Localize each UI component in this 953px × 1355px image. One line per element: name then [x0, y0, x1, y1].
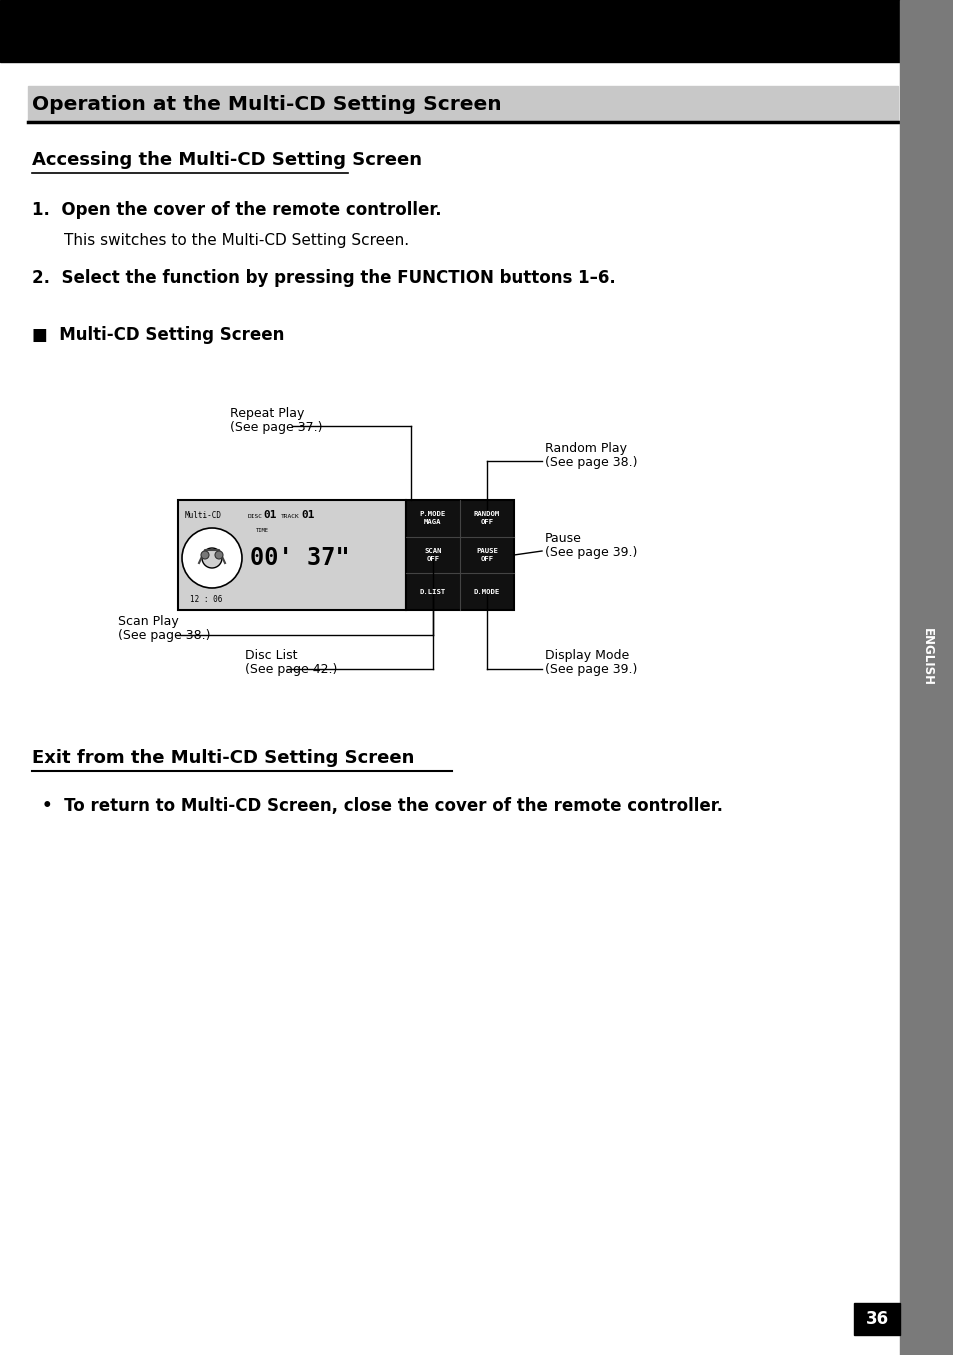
Text: Operation at the Multi-CD Setting Screen: Operation at the Multi-CD Setting Screen [32, 95, 501, 114]
Bar [28, 85, 897, 122]
Circle shape [182, 528, 242, 588]
Text: D.MODE: D.MODE [474, 588, 499, 595]
Text: •  To return to Multi-CD Screen, close the cover of the remote controller.: • To return to Multi-CD Screen, close th… [42, 797, 722, 814]
Text: (See page 38.): (See page 38.) [544, 457, 637, 469]
Text: 2.  Select the function by pressing the FUNCTION buttons 1–6.: 2. Select the function by pressing the F… [32, 270, 615, 287]
Bar [178, 500, 406, 610]
Text: This switches to the Multi-CD Setting Screen.: This switches to the Multi-CD Setting Sc… [64, 233, 409, 248]
Bar [899, 0, 953, 1355]
Text: Exit from the Multi-CD Setting Screen: Exit from the Multi-CD Setting Screen [32, 749, 414, 767]
Text: RANDOM
OFF: RANDOM OFF [474, 511, 499, 526]
Text: (See page 42.): (See page 42.) [245, 663, 337, 676]
Text: P.MODE
MAGA: P.MODE MAGA [419, 511, 446, 526]
Text: Random Play: Random Play [544, 442, 626, 455]
Text: (See page 37.): (See page 37.) [230, 421, 322, 434]
Text: Scan Play: Scan Play [118, 615, 178, 627]
Text: 36: 36 [864, 1310, 887, 1328]
Text: Disc List: Disc List [245, 649, 297, 663]
Text: (See page 39.): (See page 39.) [544, 663, 637, 676]
Text: 1.  Open the cover of the remote controller.: 1. Open the cover of the remote controll… [32, 201, 441, 220]
Text: Display Mode: Display Mode [544, 649, 629, 663]
Text: 12 : 06: 12 : 06 [190, 595, 222, 604]
Text: Repeat Play: Repeat Play [230, 406, 304, 420]
Text: Accessing the Multi-CD Setting Screen: Accessing the Multi-CD Setting Screen [32, 150, 421, 169]
Bar [406, 500, 514, 610]
Text: (See page 38.): (See page 38.) [118, 629, 211, 642]
Text: 01: 01 [263, 509, 276, 520]
Bar [0, 0, 899, 62]
Text: Multi-CD: Multi-CD [185, 511, 222, 520]
Text: ■  Multi-CD Setting Screen: ■ Multi-CD Setting Screen [32, 327, 284, 344]
Circle shape [201, 551, 209, 560]
Text: PAUSE
OFF: PAUSE OFF [476, 547, 497, 562]
Text: 00' 37": 00' 37" [250, 546, 350, 570]
Text: SCAN
OFF: SCAN OFF [424, 547, 441, 562]
Text: (See page 39.): (See page 39.) [544, 546, 637, 560]
Circle shape [214, 551, 223, 560]
Text: Pause: Pause [544, 533, 581, 545]
Bar [853, 1304, 899, 1335]
Text: TRACK: TRACK [281, 514, 299, 519]
Text: 01: 01 [301, 509, 314, 520]
Text: ENGLISH: ENGLISH [920, 629, 933, 687]
Text: DISC: DISC [248, 514, 263, 519]
Text: D.LIST: D.LIST [419, 588, 446, 595]
Text: TIME: TIME [255, 528, 269, 534]
Circle shape [202, 547, 222, 568]
